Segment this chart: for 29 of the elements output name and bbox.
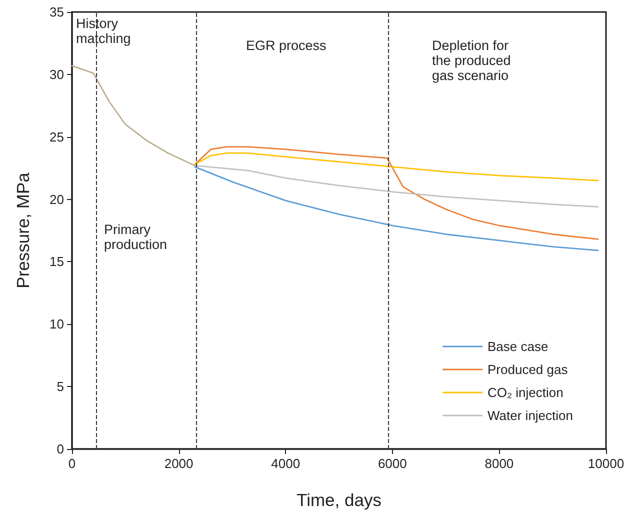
line-series — [194, 146, 599, 240]
y-tick-label: 35 — [50, 4, 64, 20]
y-tick-label: 15 — [50, 254, 64, 270]
legend-label: Base case — [488, 339, 548, 354]
annotation: Depletion for the produced gas scenario — [432, 38, 515, 83]
legend-label: Water injection — [488, 408, 574, 423]
x-tick-label: 6000 — [378, 456, 407, 471]
x-tick-label: 2000 — [164, 456, 194, 471]
y-tick-label: 5 — [56, 379, 64, 394]
x-tick-label: 8000 — [484, 456, 514, 471]
line-series — [71, 64, 196, 166]
y-tick-label: 20 — [50, 192, 64, 207]
y-tick-label: 30 — [50, 66, 64, 82]
y-axis-title: Pressure, MPa — [13, 172, 33, 288]
y-tick-label: 0 — [56, 442, 64, 456]
annotation: EGR process — [246, 38, 327, 53]
line-series — [194, 166, 599, 252]
x-axis-title: Time, days — [296, 490, 382, 510]
annotation: Primary production — [104, 222, 168, 252]
x-tick-label: 0 — [68, 456, 76, 471]
y-tick-label: 10 — [50, 316, 64, 332]
x-tick-label: 4000 — [271, 456, 300, 471]
x-tick-label: 10000 — [588, 456, 624, 471]
legend-label: CO₂ injection — [488, 385, 564, 400]
y-tick-label: 25 — [50, 129, 64, 144]
annotation: History matching — [76, 16, 131, 46]
legend-label: Produced gas — [488, 362, 568, 377]
line-series — [194, 164, 599, 208]
line-series — [194, 152, 599, 182]
